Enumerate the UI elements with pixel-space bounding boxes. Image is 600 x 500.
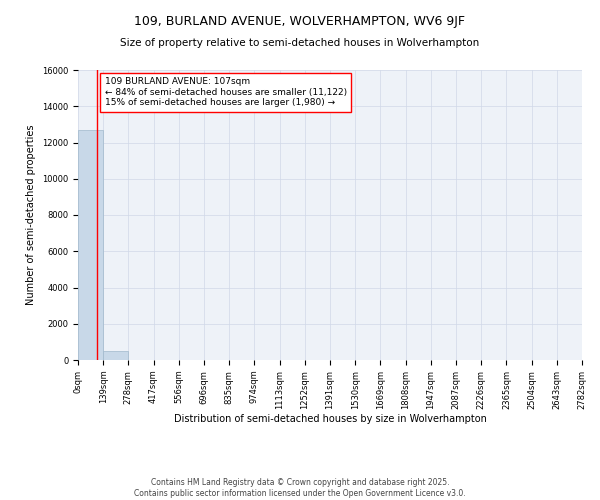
- Bar: [78, 130, 103, 360]
- Y-axis label: Number of semi-detached properties: Number of semi-detached properties: [26, 124, 37, 305]
- Text: Contains HM Land Registry data © Crown copyright and database right 2025.
Contai: Contains HM Land Registry data © Crown c…: [134, 478, 466, 498]
- Text: 109 BURLAND AVENUE: 107sqm
← 84% of semi-detached houses are smaller (11,122)
15: 109 BURLAND AVENUE: 107sqm ← 84% of semi…: [105, 77, 347, 107]
- Text: 109, BURLAND AVENUE, WOLVERHAMPTON, WV6 9JF: 109, BURLAND AVENUE, WOLVERHAMPTON, WV6 …: [134, 15, 466, 28]
- Text: Size of property relative to semi-detached houses in Wolverhampton: Size of property relative to semi-detach…: [121, 38, 479, 48]
- Bar: [103, 351, 128, 360]
- X-axis label: Distribution of semi-detached houses by size in Wolverhampton: Distribution of semi-detached houses by …: [173, 414, 487, 424]
